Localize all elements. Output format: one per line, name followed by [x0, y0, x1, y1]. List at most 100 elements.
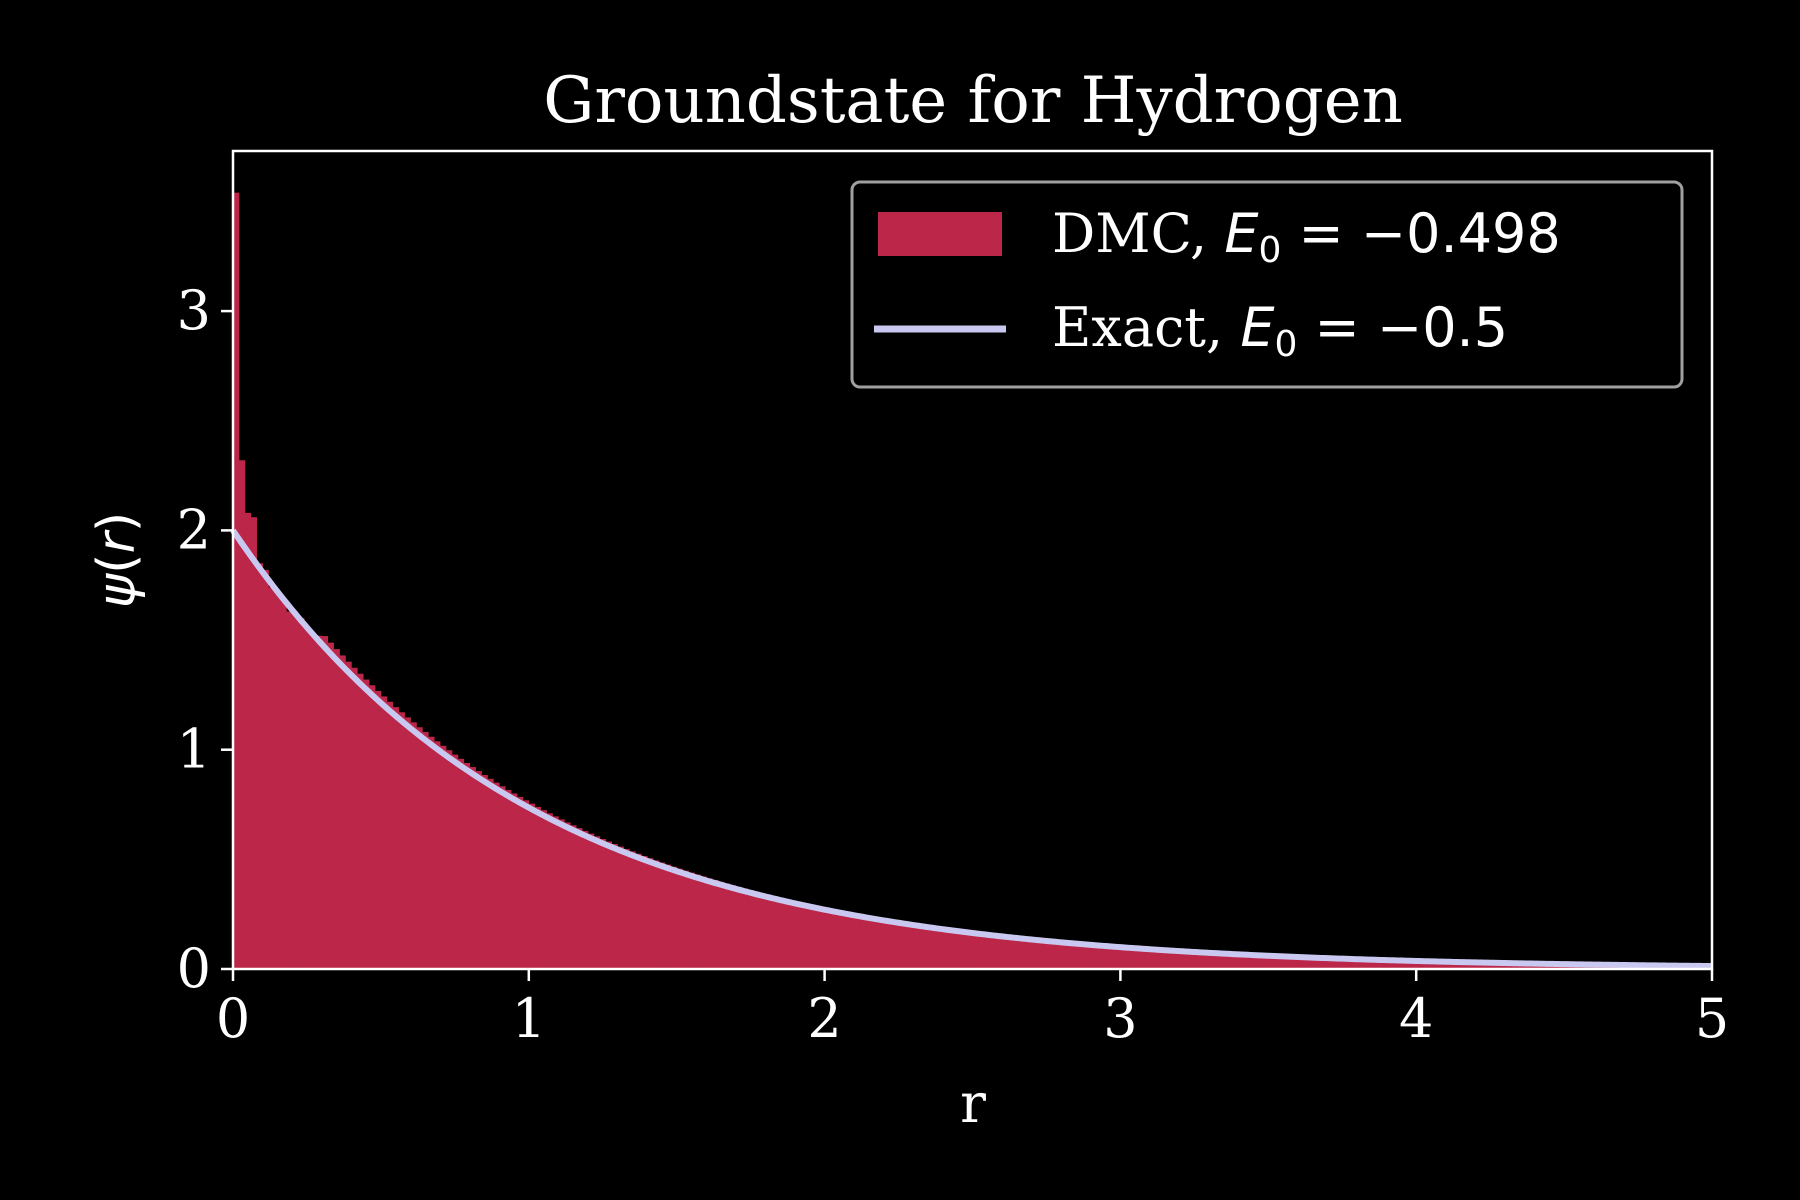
histogram-bar	[795, 901, 802, 969]
histogram-bar	[339, 655, 346, 969]
legend-histogram-label: DMC, E0 = −0.498	[1052, 202, 1561, 271]
histogram-bar	[877, 918, 885, 969]
histogram-bar	[1475, 962, 1482, 969]
histogram-bar	[866, 916, 873, 969]
histogram-bar	[688, 872, 695, 969]
histogram-bar	[948, 929, 956, 969]
histogram-bar	[1185, 951, 1192, 969]
histogram-bar	[1262, 955, 1269, 969]
legend: DMC, E0 = −0.498 Exact, E0 = −0.5	[850, 180, 1684, 389]
histogram-bar	[1268, 955, 1275, 969]
histogram-bar	[315, 635, 323, 969]
legend-histogram-sub: 0	[1258, 230, 1281, 271]
histogram-bar	[587, 833, 595, 969]
histogram-bar	[670, 866, 678, 969]
histogram-bar	[534, 806, 542, 969]
histogram-bar	[374, 690, 382, 969]
histogram-bar	[1398, 960, 1405, 969]
histogram-bar	[540, 810, 547, 969]
histogram-bar	[611, 844, 618, 969]
histogram-bar	[777, 897, 784, 969]
histogram-bar	[256, 563, 263, 969]
histogram-bar	[357, 673, 364, 969]
histogram-bar	[1256, 954, 1263, 969]
histogram-bar	[712, 880, 719, 969]
histogram-bar	[647, 858, 654, 969]
histogram-bar	[824, 908, 831, 969]
histogram-bar	[274, 591, 281, 969]
y-axis-label-symbol: ψ	[87, 572, 147, 608]
histogram-bar	[706, 878, 713, 969]
histogram-bar	[481, 774, 488, 969]
histogram-bar	[1362, 959, 1370, 969]
histogram-bar	[1303, 956, 1311, 969]
histogram-bar	[771, 896, 778, 969]
histogram-bar	[1090, 944, 1098, 969]
histogram-bar	[280, 600, 287, 969]
histogram-bar	[783, 899, 790, 969]
histogram-bar	[1126, 947, 1133, 969]
histogram-bar	[842, 911, 849, 969]
histogram-bar	[1084, 943, 1092, 969]
histogram-bar	[848, 912, 855, 969]
histogram-bar	[1197, 951, 1204, 969]
histogram-bar	[1392, 960, 1399, 969]
histogram-bar	[871, 917, 879, 969]
histogram-bar	[398, 712, 405, 969]
histogram-bar	[1439, 961, 1447, 969]
histogram-bar	[505, 789, 512, 969]
histogram-bar	[789, 900, 796, 969]
histogram-bar	[1280, 955, 1287, 969]
x-axis-label: r	[960, 1072, 986, 1135]
histogram-bar	[836, 910, 843, 969]
histogram-bar	[333, 649, 340, 969]
histogram-bar	[860, 915, 867, 969]
histogram-bar	[759, 893, 766, 969]
histogram-bar	[1321, 957, 1328, 969]
histogram-bar	[1410, 960, 1417, 969]
histogram-bar	[422, 732, 429, 969]
histogram-bar	[351, 667, 358, 969]
histogram-bar	[1149, 948, 1157, 969]
histogram-bar	[676, 868, 684, 969]
histogram-bar	[1155, 949, 1163, 969]
histogram-bar	[457, 758, 465, 969]
histogram-bar	[292, 613, 299, 969]
histogram-bar	[286, 611, 293, 969]
histogram-bar	[469, 767, 476, 969]
histogram-bar	[1220, 953, 1228, 969]
histogram-bar	[511, 793, 518, 969]
histogram-bar	[1138, 947, 1145, 969]
histogram-bar	[1144, 948, 1151, 969]
histogram-bar	[830, 909, 837, 969]
histogram-bar	[942, 928, 950, 969]
histogram-bar	[238, 460, 246, 969]
histogram-bar	[806, 904, 814, 969]
histogram-bar	[605, 841, 613, 969]
histogram-bar	[753, 891, 760, 969]
histogram-bar	[913, 923, 920, 969]
histogram-bar	[552, 816, 559, 969]
x-axis: 0 1 2 3 4 5	[216, 969, 1729, 1050]
histogram-bar	[1451, 961, 1459, 969]
histogram-bar	[321, 636, 329, 969]
histogram-bar	[1209, 952, 1216, 969]
histogram-bar	[682, 870, 689, 969]
histogram-bar	[1404, 960, 1411, 969]
histogram-bar	[1445, 961, 1453, 969]
histogram-bar	[724, 883, 731, 969]
histogram-bar	[493, 782, 500, 969]
histogram-bar	[593, 836, 601, 969]
histogram-bar	[694, 874, 701, 969]
histogram-bar	[416, 727, 423, 969]
x-tick-label: 3	[1103, 987, 1137, 1050]
histogram-bar	[487, 778, 494, 969]
histogram-bar	[522, 800, 530, 969]
histogram-bar	[1487, 962, 1494, 969]
histogram-bar	[327, 642, 334, 969]
histogram-bar	[451, 754, 459, 969]
histogram-bar	[925, 925, 932, 969]
histogram-bar	[1232, 953, 1240, 969]
histogram-bar	[629, 851, 636, 969]
